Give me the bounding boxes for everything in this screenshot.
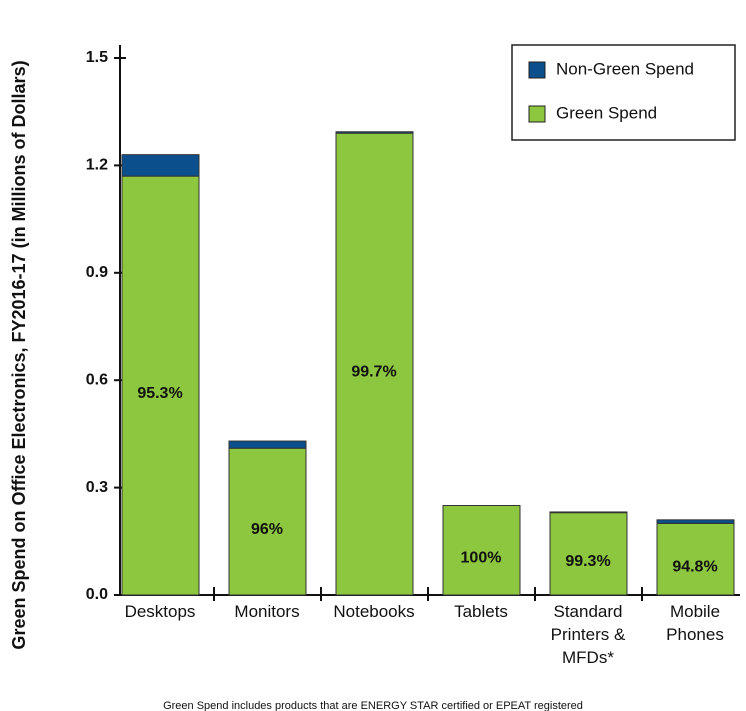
- percent-label: 100%: [461, 549, 502, 566]
- y-tick-label: 0.3: [86, 479, 108, 496]
- legend-swatch: [528, 61, 546, 79]
- percent-label: 95.3%: [137, 385, 182, 402]
- bar-segment: [335, 131, 414, 134]
- x-tick-label: Mobile Phones: [666, 602, 724, 644]
- legend-label: Non-Green Spend: [556, 59, 694, 78]
- y-tick-label: 0.0: [86, 586, 108, 603]
- bar-segment: [335, 132, 414, 596]
- percent-label: 96%: [251, 521, 283, 538]
- bar-segment: [121, 175, 200, 596]
- bar-segment: [442, 505, 521, 596]
- bar-segment: [549, 511, 628, 514]
- y-tick-label: 0.6: [86, 371, 108, 388]
- footnote: Green Spend includes products that are E…: [163, 700, 583, 711]
- y-axis-label: Green Spend on Office Electronics, FY201…: [9, 60, 29, 649]
- bar-segment: [228, 447, 307, 596]
- y-tick-label: 1.2: [86, 157, 108, 174]
- bar-segment: [121, 154, 200, 177]
- bar-segment: [656, 519, 735, 524]
- x-tick-label: Monitors: [234, 602, 300, 621]
- bar-segment: [549, 512, 628, 596]
- legend-box: [511, 44, 736, 141]
- x-tick-label: Tablets: [454, 602, 508, 621]
- x-tick-label: Desktops: [124, 602, 196, 621]
- x-tick-label: Notebooks: [333, 602, 415, 621]
- percent-label: 99.7%: [351, 363, 396, 380]
- x-tick-label: Standard Printers & MFDs*: [550, 602, 626, 667]
- bar-segment: [228, 440, 307, 449]
- y-tick-label: 0.9: [86, 264, 108, 281]
- percent-label: 94.8%: [672, 558, 717, 575]
- legend-swatch: [528, 105, 546, 123]
- percent-label: 99.3%: [565, 553, 610, 570]
- y-tick-label: 1.5: [86, 49, 108, 66]
- legend-label: Green Spend: [556, 103, 657, 122]
